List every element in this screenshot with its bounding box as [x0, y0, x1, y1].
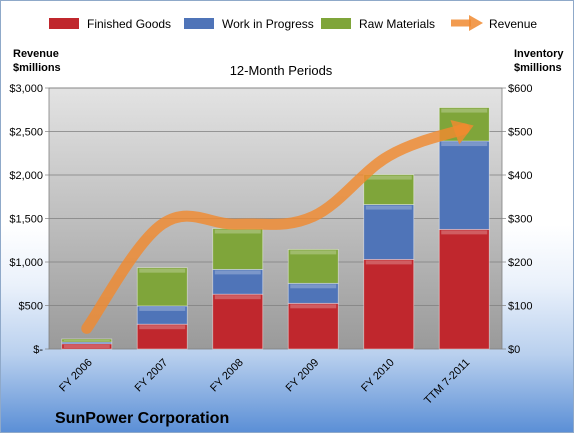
bar-raw-materials	[212, 228, 264, 270]
bar-work-in-progress	[363, 204, 415, 260]
left-axis-unit-label: $millions	[13, 62, 61, 74]
legend-swatch	[321, 18, 351, 29]
bar-highlight	[214, 229, 261, 234]
bar-highlight	[139, 306, 186, 311]
bar-highlight	[441, 230, 488, 235]
y-tick-label-right: $600	[508, 83, 532, 95]
legend-swatch	[49, 18, 79, 29]
y-tick-label-left: $2,500	[9, 127, 43, 139]
y-tick-label-right: $400	[508, 170, 532, 182]
bar-finished-goods	[136, 323, 188, 350]
legend-arrow-swatch	[469, 15, 483, 31]
y-tick-label-right: $200	[508, 257, 532, 269]
bar-highlight	[290, 250, 337, 255]
x-tick-label: FY 2008	[208, 357, 246, 395]
y-tick-label-left: $1,500	[9, 214, 43, 226]
y-tick-label-left: $1,000	[9, 257, 43, 269]
y-tick-label-left: $500	[19, 301, 43, 313]
bar-finished-goods	[363, 258, 415, 350]
x-tick-label: FY 2007	[133, 357, 171, 395]
bar-finished-goods	[212, 293, 264, 350]
bar-highlight	[63, 344, 110, 348]
bar-highlight	[290, 304, 337, 309]
left-axis-label: Revenue	[13, 48, 59, 60]
bar-highlight	[63, 339, 110, 342]
bar-highlight	[441, 108, 488, 113]
bar-highlight	[365, 260, 412, 265]
legend-label: Revenue	[489, 17, 537, 31]
y-tick-label-left: $3,000	[9, 83, 43, 95]
chart-subtitle: 12-Month Periods	[230, 63, 333, 78]
revenue-line	[81, 123, 470, 334]
bar-finished-goods	[438, 228, 490, 350]
y-tick-label-right: $300	[508, 214, 532, 226]
company-name: SunPower Corporation	[55, 410, 229, 427]
y-tick-label-right: $0	[508, 344, 520, 356]
x-tick-label: FY 2006	[57, 357, 95, 395]
revenue-arrowhead	[450, 120, 474, 145]
y-tick-label-right: $100	[508, 301, 532, 313]
legend-label: Raw Materials	[359, 17, 435, 31]
bar-highlight	[441, 142, 488, 147]
bar-highlight	[214, 270, 261, 275]
bar-raw-materials	[136, 267, 188, 307]
bar-raw-materials	[363, 174, 415, 205]
bar-raw-materials	[287, 248, 339, 284]
bar-work-in-progress	[438, 140, 490, 230]
x-tick-label: FY 2010	[359, 357, 397, 395]
x-tick-label: TTM 7-2011	[422, 357, 472, 407]
bar-work-in-progress	[212, 268, 264, 295]
right-axis-unit-label: $millions	[514, 62, 562, 74]
bar-finished-goods	[287, 302, 339, 350]
y-tick-label-right: $500	[508, 127, 532, 139]
bar-highlight	[365, 175, 412, 180]
bar-highlight	[139, 268, 186, 273]
legend-label: Finished Goods	[87, 17, 171, 31]
legend-swatch	[184, 18, 214, 29]
y-tick-label-left: $-	[33, 344, 43, 356]
bar-highlight	[290, 284, 337, 289]
bar-highlight	[365, 205, 412, 210]
right-axis-label: Inventory	[514, 48, 564, 60]
bar-raw-materials	[61, 338, 113, 343]
bar-highlight	[214, 295, 261, 300]
bar-highlight	[139, 325, 186, 330]
y-tick-label-left: $2,000	[9, 170, 43, 182]
x-tick-label: FY 2009	[284, 357, 322, 395]
legend-label: Work in Progress	[222, 17, 314, 31]
